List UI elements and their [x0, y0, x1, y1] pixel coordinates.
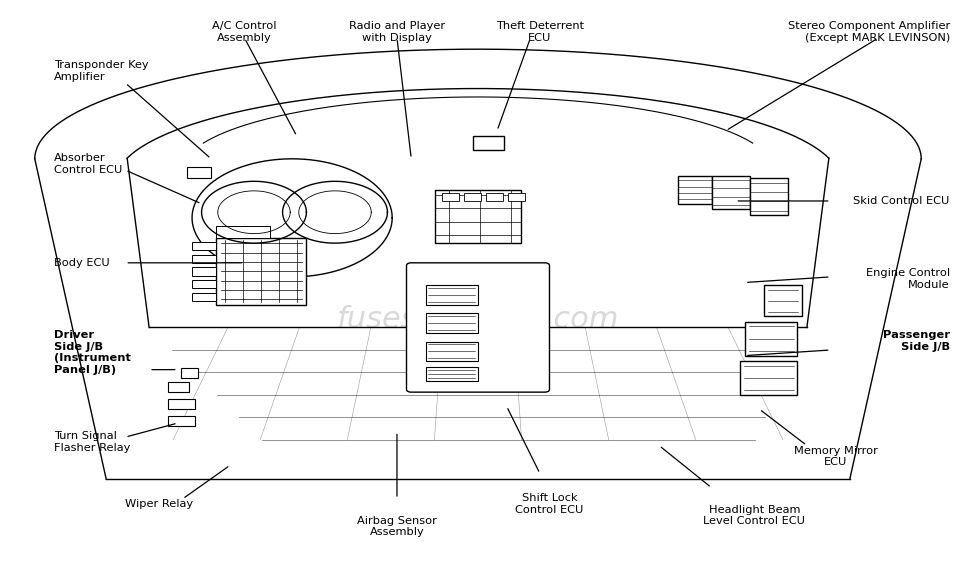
Bar: [168, 399, 195, 409]
Bar: [464, 193, 481, 201]
Text: Body ECU: Body ECU: [54, 258, 110, 268]
Bar: [425, 367, 478, 381]
Bar: [192, 293, 216, 301]
Bar: [168, 382, 189, 392]
Bar: [740, 361, 797, 395]
Text: Stereo Component Amplifier
(Except MARK LEVINSON): Stereo Component Amplifier (Except MARK …: [788, 21, 950, 43]
Text: Passenger
Side J/B: Passenger Side J/B: [882, 331, 950, 352]
Text: Driver
Side J/B
(Instrument
Panel J/B): Driver Side J/B (Instrument Panel J/B): [54, 331, 131, 375]
Bar: [425, 285, 478, 305]
Text: Memory Mirror
ECU: Memory Mirror ECU: [793, 446, 878, 467]
Bar: [435, 190, 521, 243]
Bar: [442, 193, 459, 201]
Bar: [192, 280, 216, 288]
Bar: [216, 237, 307, 305]
Bar: [745, 322, 797, 355]
Text: Skid Control ECU: Skid Control ECU: [854, 196, 950, 206]
Bar: [425, 314, 478, 333]
Bar: [192, 267, 216, 276]
Bar: [192, 255, 216, 263]
Text: Turn Signal
Flasher Relay: Turn Signal Flasher Relay: [54, 432, 130, 453]
Bar: [473, 136, 504, 150]
Text: Theft Deterrent
ECU: Theft Deterrent ECU: [496, 21, 584, 43]
Bar: [508, 193, 525, 201]
Bar: [192, 242, 216, 250]
Text: fusesdiagram.com: fusesdiagram.com: [337, 305, 619, 333]
Bar: [168, 416, 195, 426]
Text: Shift Lock
Control ECU: Shift Lock Control ECU: [515, 493, 584, 515]
Bar: [216, 226, 271, 237]
Bar: [425, 341, 478, 361]
Bar: [678, 176, 711, 204]
Text: Engine Control
Module: Engine Control Module: [866, 268, 950, 290]
Bar: [486, 193, 503, 201]
Text: Transponder Key
Amplifier: Transponder Key Amplifier: [54, 60, 148, 82]
Bar: [750, 179, 788, 215]
Text: A/C Control
Assembly: A/C Control Assembly: [212, 21, 276, 43]
Text: Airbag Sensor
Assembly: Airbag Sensor Assembly: [357, 516, 437, 537]
Bar: [711, 176, 750, 210]
Text: Wiper Relay: Wiper Relay: [125, 499, 193, 509]
FancyBboxPatch shape: [406, 263, 550, 392]
Bar: [187, 167, 211, 179]
Text: Absorber
Control ECU: Absorber Control ECU: [54, 153, 122, 175]
Text: Radio and Player
with Display: Radio and Player with Display: [349, 21, 445, 43]
Bar: [764, 285, 802, 316]
Bar: [181, 368, 198, 378]
Text: Headlight Beam
Level Control ECU: Headlight Beam Level Control ECU: [704, 505, 806, 526]
